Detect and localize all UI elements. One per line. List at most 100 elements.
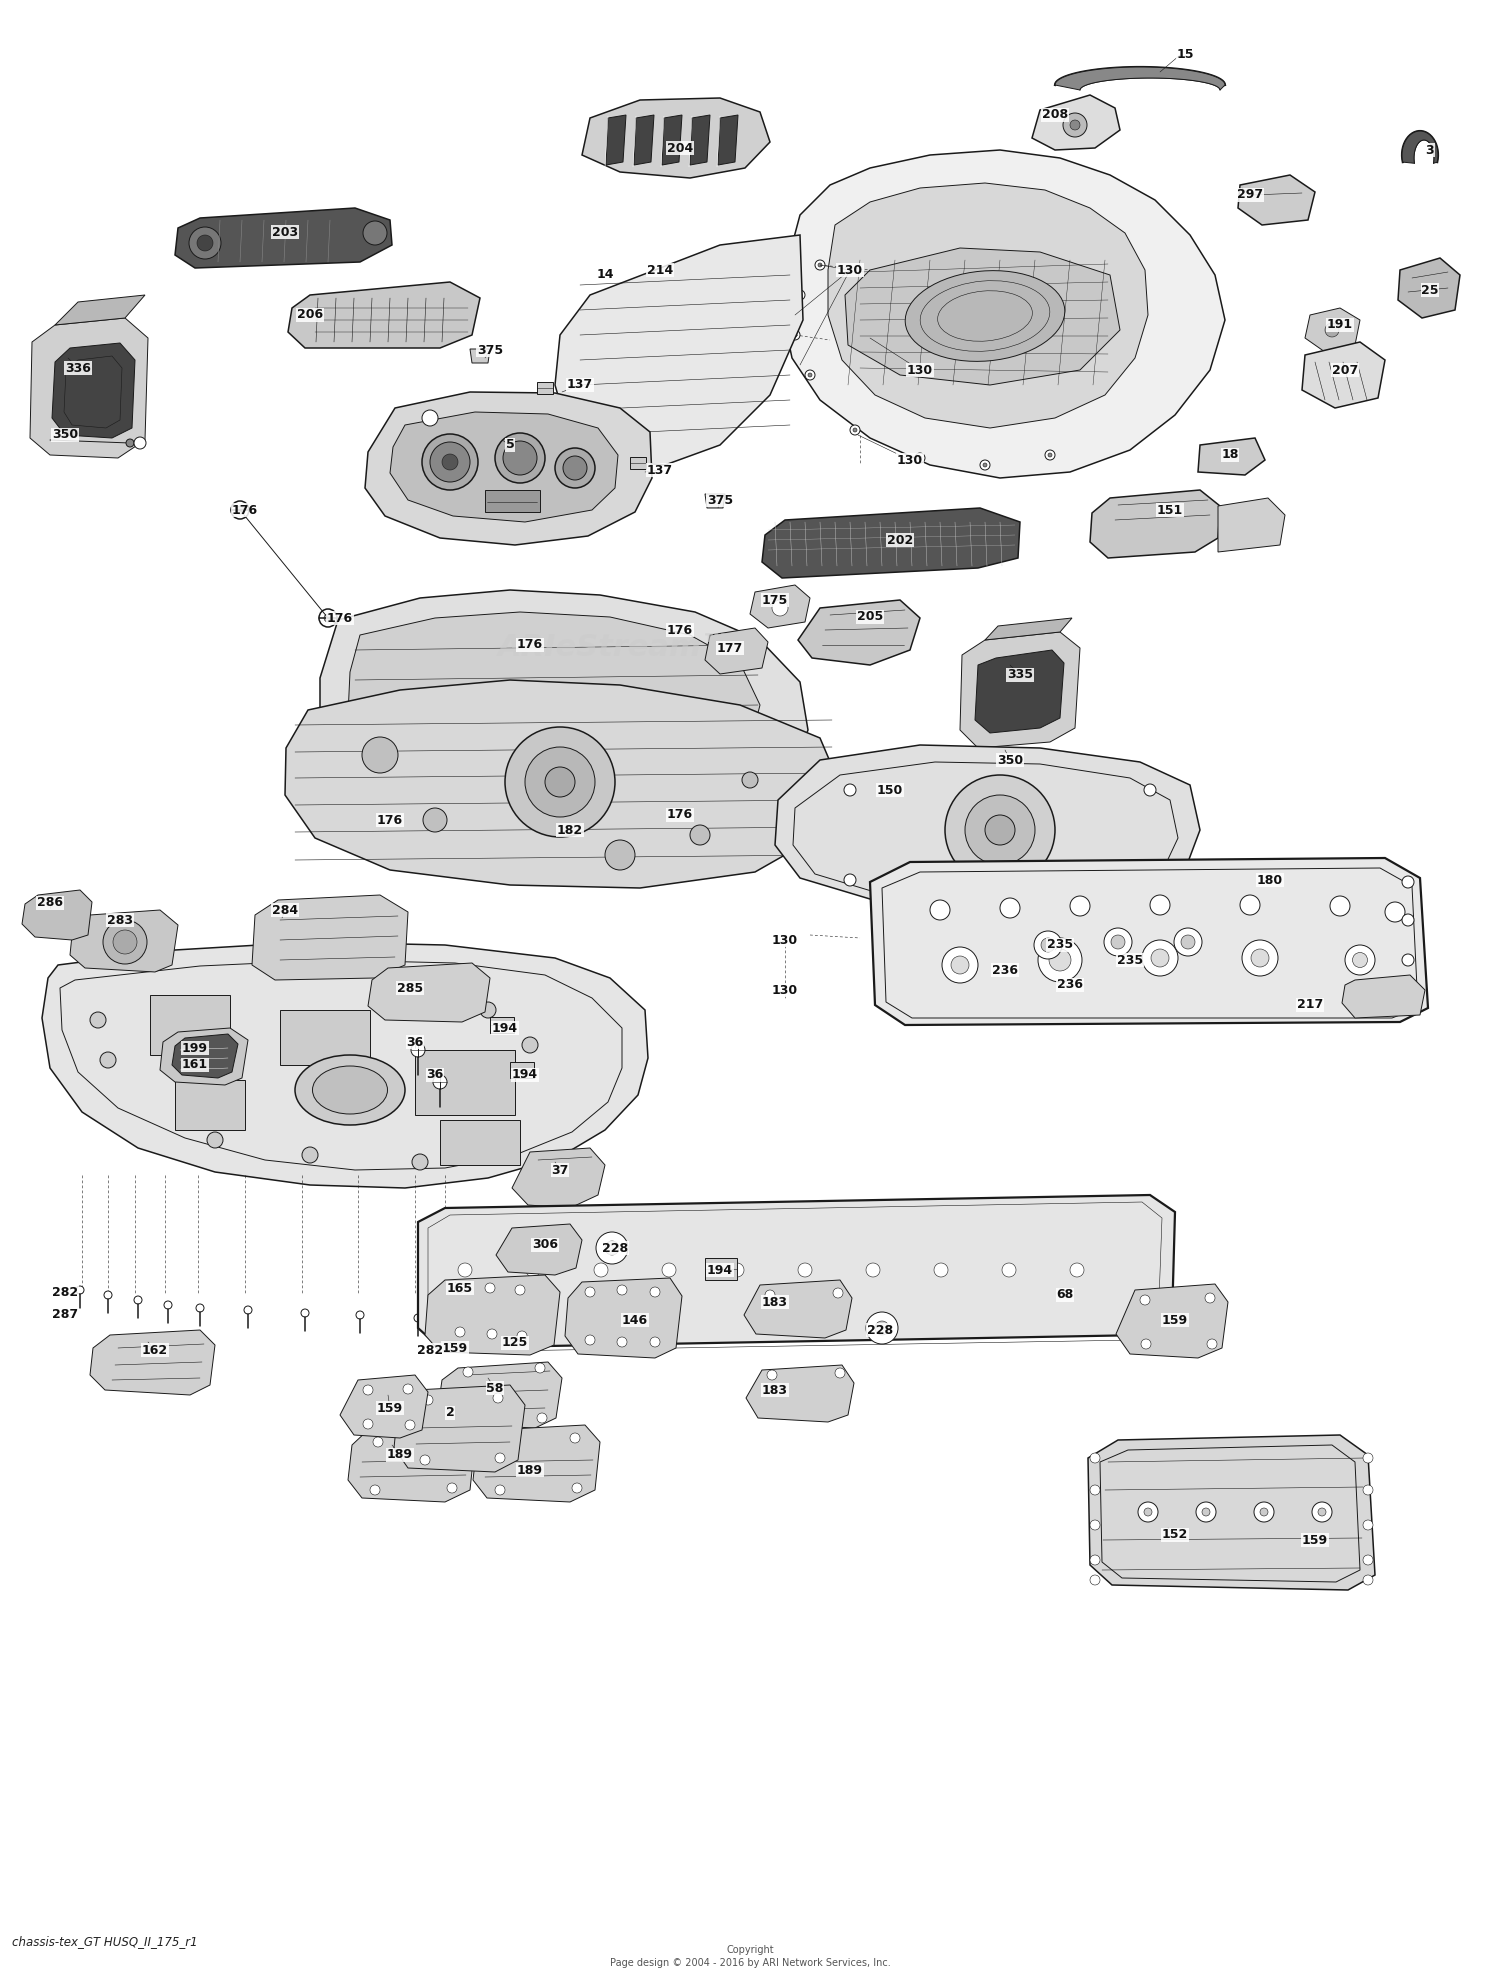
Circle shape [231,502,249,520]
Circle shape [1064,112,1088,138]
Circle shape [90,1012,106,1027]
Text: 217: 217 [1298,998,1323,1012]
Polygon shape [776,746,1200,909]
Polygon shape [348,612,760,821]
Text: 125: 125 [503,1336,528,1350]
Polygon shape [30,319,148,459]
Text: 159: 159 [442,1342,468,1354]
Polygon shape [90,1330,214,1395]
Circle shape [850,425,859,435]
Polygon shape [750,584,810,628]
Polygon shape [744,1279,852,1338]
Bar [490,1017,514,1033]
Text: 5: 5 [506,439,515,451]
Circle shape [1402,876,1414,888]
Polygon shape [340,1376,427,1439]
Polygon shape [705,494,724,508]
Circle shape [100,1053,116,1069]
Circle shape [772,600,788,616]
Circle shape [1144,874,1156,886]
Text: 203: 203 [272,226,298,238]
Polygon shape [1198,439,1264,474]
Text: 286: 286 [38,897,63,909]
Text: 194: 194 [492,1021,517,1035]
Circle shape [134,437,146,449]
Text: 150: 150 [878,783,903,797]
Text: 282: 282 [53,1285,78,1299]
Circle shape [506,726,615,836]
Text: 182: 182 [556,823,584,836]
Circle shape [244,1307,252,1315]
Circle shape [1140,1295,1150,1305]
Circle shape [1046,451,1054,461]
Circle shape [1004,754,1013,762]
Circle shape [1240,895,1260,915]
Circle shape [514,1285,525,1295]
Circle shape [1202,1507,1210,1515]
Polygon shape [718,114,738,165]
Circle shape [1204,1293,1215,1303]
Circle shape [964,795,1035,866]
Circle shape [795,289,806,299]
Polygon shape [288,281,480,348]
Text: 18: 18 [1221,449,1239,462]
Text: 36: 36 [406,1035,423,1049]
Text: 189: 189 [387,1448,412,1462]
Bar [176,1080,244,1130]
Circle shape [413,1153,428,1171]
Text: 183: 183 [762,1384,788,1397]
Ellipse shape [296,1055,405,1126]
Circle shape [1070,1263,1084,1277]
Polygon shape [496,1224,582,1275]
Text: 130: 130 [897,453,922,466]
Circle shape [818,264,822,268]
Circle shape [1090,1486,1100,1496]
Text: 350: 350 [53,429,78,441]
Circle shape [668,626,676,634]
Circle shape [980,461,990,470]
Circle shape [112,931,136,954]
Text: 159: 159 [376,1401,404,1415]
Circle shape [164,1301,172,1309]
Polygon shape [285,681,840,888]
Text: 130: 130 [772,933,798,947]
Circle shape [380,996,387,1004]
Circle shape [494,1393,502,1403]
Polygon shape [390,411,618,522]
Circle shape [444,1317,452,1324]
Circle shape [1402,954,1414,966]
Text: 151: 151 [1156,504,1184,516]
Text: Page design © 2004 - 2016 by ARI Network Services, Inc.: Page design © 2004 - 2016 by ARI Network… [609,1958,891,1968]
Circle shape [766,1370,777,1380]
Polygon shape [782,150,1226,478]
Polygon shape [320,590,809,850]
Circle shape [454,1326,465,1336]
Polygon shape [606,114,625,165]
Polygon shape [690,114,709,165]
Circle shape [1090,1519,1100,1529]
Circle shape [934,1263,948,1277]
Circle shape [488,1328,496,1338]
Circle shape [555,449,596,488]
Circle shape [363,220,387,244]
Circle shape [1048,949,1071,970]
Polygon shape [1238,175,1316,224]
Circle shape [662,1263,676,1277]
Polygon shape [798,600,920,665]
Circle shape [484,1283,495,1293]
Text: 14: 14 [596,268,613,281]
Bar [280,1010,370,1065]
Circle shape [363,1385,374,1395]
Polygon shape [828,183,1148,427]
Circle shape [1330,895,1350,915]
Circle shape [1000,897,1020,917]
Polygon shape [53,342,135,439]
Circle shape [794,333,796,337]
Circle shape [236,506,244,514]
Bar [705,1258,736,1279]
Polygon shape [42,943,648,1189]
Circle shape [1364,1555,1372,1565]
Circle shape [1048,453,1052,457]
Circle shape [76,1285,84,1295]
Circle shape [663,807,681,825]
